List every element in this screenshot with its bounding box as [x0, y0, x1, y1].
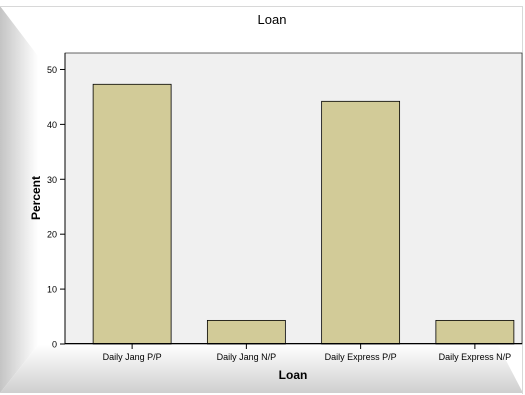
- x-tick-label: Daily Express P/P: [325, 352, 397, 362]
- bars-group: [92, 83, 515, 345]
- y-axis-label: Percent: [29, 176, 43, 220]
- bar: [435, 319, 515, 345]
- frame-left-bevel: [0, 6, 38, 393]
- y-axis-ticks: 0 10 20 30 40 50: [47, 65, 65, 350]
- y-tick-label: 40: [47, 120, 57, 130]
- x-axis-ticks: Daily Jang P/P Daily Jang N/P Daily Expres…: [103, 344, 512, 362]
- x-tick-label: Daily Jang N/P: [217, 352, 277, 362]
- y-tick-label: 10: [47, 285, 57, 295]
- frame-bottom-bevel: [0, 345, 523, 393]
- x-axis-label: Loan: [279, 368, 308, 382]
- bar: [321, 100, 401, 345]
- x-tick-label: Daily Jang P/P: [103, 352, 162, 362]
- y-tick-label: 30: [47, 175, 57, 185]
- y-tick-label: 20: [47, 230, 57, 240]
- y-tick-label: 0: [52, 340, 57, 350]
- y-tick-label: 50: [47, 65, 57, 75]
- x-tick-label: Daily Express N/P: [439, 352, 512, 362]
- bar: [206, 319, 286, 345]
- chart-title: Loan: [258, 12, 287, 27]
- bar: [92, 83, 172, 345]
